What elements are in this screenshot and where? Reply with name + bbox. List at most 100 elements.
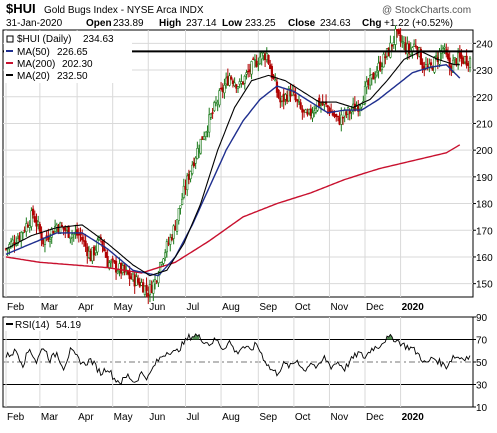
candle-body — [277, 89, 280, 98]
candle-body — [123, 264, 126, 273]
candle-body — [343, 110, 346, 117]
candle-body — [243, 75, 246, 84]
candle-body — [91, 247, 94, 262]
candle-body — [203, 136, 206, 140]
month-label: Apr — [78, 302, 94, 313]
candle-body — [314, 108, 317, 113]
candle-body — [133, 274, 136, 287]
legend-hui-value: 234.63 — [83, 34, 114, 45]
rsi-month-label: Dec — [366, 412, 384, 423]
legend-ma200-label: MA(200) — [17, 59, 55, 70]
price-tick-label: 190 — [476, 173, 493, 184]
candle-body — [438, 51, 441, 65]
candle-body — [226, 76, 229, 86]
candle-body — [231, 80, 235, 84]
candle-body — [328, 107, 331, 114]
candle-body — [167, 242, 170, 245]
candle-body — [86, 246, 89, 257]
rsi-legend-background — [4, 318, 80, 331]
candle-body — [23, 229, 26, 232]
candle-body — [270, 66, 273, 78]
candle-body — [28, 225, 31, 228]
candle-body — [269, 64, 272, 70]
candle-body — [175, 219, 179, 232]
candle-body — [121, 265, 124, 274]
candle-body — [235, 84, 238, 89]
candle-body — [433, 56, 436, 73]
price-tick-label: 240 — [476, 39, 493, 50]
candle-body — [280, 96, 284, 102]
candle-body — [367, 79, 370, 85]
candle-body — [113, 260, 116, 263]
candle-body — [258, 56, 262, 65]
rsi-panel-frame — [2, 316, 474, 408]
candle-body — [219, 87, 223, 90]
candle-body — [443, 46, 446, 49]
candle-body — [147, 292, 150, 297]
legend-ma200-value: 202.30 — [62, 59, 93, 70]
price-tick-label: 220 — [476, 93, 493, 104]
candle-body — [37, 221, 40, 225]
candle-body — [92, 246, 96, 256]
candle-body — [67, 225, 70, 238]
legend-ma20-value: 232.50 — [57, 71, 88, 82]
price-x-axis: Feb Mar Apr May Jun Jul Aug Sep Oct Nov Dec 2020 — [7, 302, 424, 313]
candle-body — [179, 205, 182, 209]
candle-body — [375, 71, 378, 76]
credit-text: @ StockCharts.com — [382, 5, 471, 16]
rsi-series — [5, 332, 471, 386]
candle-body — [467, 63, 470, 67]
candle-body — [201, 136, 204, 140]
rsi-month-label: May — [114, 412, 133, 423]
candle-body — [338, 117, 341, 125]
candle-body — [308, 109, 311, 114]
chart-legend: $HUI (Daily) 234.63 MA(50) 226.65 MA(200… — [4, 31, 132, 83]
candle-body — [345, 111, 348, 115]
candle-body — [372, 72, 375, 80]
candle-body — [64, 227, 67, 231]
candle-body — [255, 60, 258, 67]
candle-body — [230, 76, 233, 80]
rsi-month-label: Mar — [41, 412, 59, 423]
candle-body — [380, 66, 384, 71]
candle-body — [131, 273, 135, 281]
legend-background — [4, 31, 132, 83]
rsi-legend: RSI(14) 54.19 — [4, 318, 81, 331]
candle-body — [172, 225, 175, 239]
candle-body — [453, 57, 456, 60]
candle-body — [106, 256, 109, 268]
open-label: Open — [86, 18, 112, 29]
candle-body — [138, 281, 141, 287]
candle-body — [245, 72, 248, 75]
candle-body — [104, 252, 108, 258]
chg-label: Chg — [362, 18, 381, 29]
candle-body — [69, 236, 72, 239]
candle-body — [145, 284, 148, 291]
candle-body — [236, 86, 240, 89]
candle-body — [194, 157, 197, 164]
candle-body — [340, 114, 343, 125]
rsi-tick-label: 90 — [476, 313, 488, 324]
ma20-line — [5, 50, 460, 277]
candle-body — [199, 138, 202, 154]
candle-body — [143, 285, 146, 295]
candle-body — [89, 250, 92, 262]
candle-body — [296, 99, 299, 102]
candle-body — [302, 109, 306, 112]
candle-body — [407, 43, 411, 53]
candle-body — [38, 224, 41, 232]
rsi-gridlines — [3, 317, 473, 407]
candle-body — [241, 81, 245, 85]
candle-body — [458, 52, 461, 58]
open-value: 233.89 — [113, 18, 144, 29]
candle-body — [451, 59, 455, 73]
candle-body — [155, 280, 158, 283]
candle-body — [333, 114, 336, 117]
candle-body — [174, 225, 177, 231]
quote-date: 31-Jan-2020 — [6, 18, 63, 29]
rsi-month-label: Aug — [222, 412, 240, 423]
month-label: Nov — [330, 302, 348, 313]
candle-body — [48, 238, 52, 243]
candle-body — [233, 82, 236, 87]
candle-body — [160, 262, 163, 265]
